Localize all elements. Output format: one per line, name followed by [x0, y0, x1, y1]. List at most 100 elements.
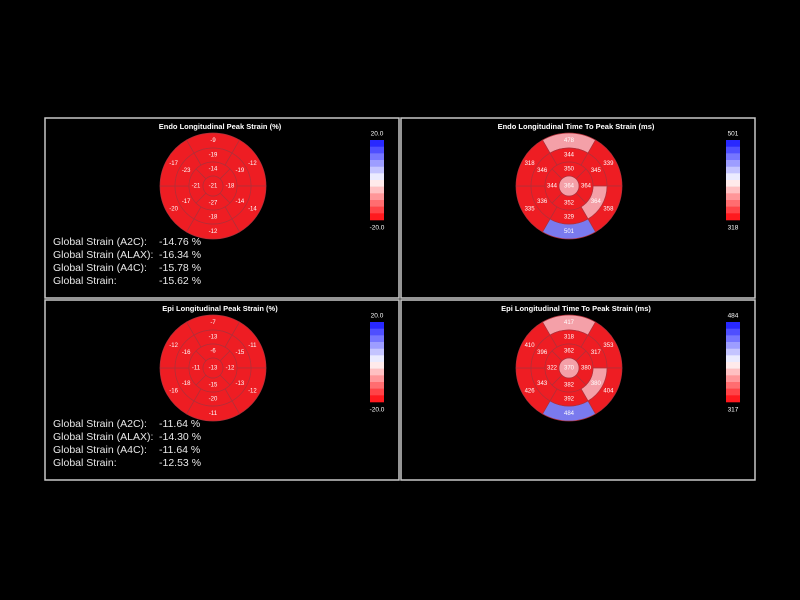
scale-block	[726, 173, 740, 181]
scale-block	[370, 200, 384, 207]
stat-label: Global Strain (A2C):	[53, 236, 147, 248]
segment-label: -13	[209, 335, 218, 341]
segment-label: 404	[603, 388, 614, 394]
segment-label: 410	[525, 343, 536, 349]
scale-block	[370, 382, 384, 389]
scale-block	[726, 146, 740, 154]
scale-block	[370, 160, 384, 167]
panel-title: Epi Longitudinal Peak Strain (%)	[162, 304, 278, 313]
stat-label: Global Strain:	[53, 457, 117, 469]
scale-block	[370, 193, 384, 201]
bullseye-apex	[558, 357, 580, 379]
stat-value: -15.78 %	[159, 262, 201, 274]
scale-block	[726, 153, 740, 161]
stat-label: Global Strain:	[53, 275, 117, 287]
scale-block	[726, 348, 740, 356]
segment-label: 501	[564, 229, 575, 235]
scale-block	[726, 335, 740, 343]
panel-title: Endo Longitudinal Time To Peak Strain (m…	[498, 122, 655, 131]
stat-value: -16.34 %	[159, 249, 201, 261]
bullseye-apex	[202, 175, 224, 197]
scale-block	[726, 388, 740, 396]
segment-label: 350	[564, 167, 575, 173]
segment-label: 417	[564, 320, 575, 326]
segment-label: 318	[564, 335, 575, 341]
segment-label: 345	[591, 168, 602, 174]
scale-block	[370, 146, 384, 154]
stat-value: -14.76 %	[159, 236, 201, 248]
segment-label: -7	[210, 320, 216, 326]
segment-label: 358	[603, 206, 614, 212]
segment-label: 484	[564, 411, 575, 417]
scale-block	[726, 160, 740, 167]
segment-label: -15	[209, 383, 218, 389]
segment-label: -18	[182, 381, 191, 387]
panel-title: Endo Longitudinal Peak Strain (%)	[159, 122, 282, 131]
segment-label: 364	[591, 199, 602, 205]
scale-block	[726, 375, 740, 383]
scale-block	[726, 206, 740, 214]
scale-block	[370, 180, 384, 187]
segment-label: 380	[581, 366, 592, 372]
segment-label: -20	[169, 206, 178, 212]
segment-label: 380	[591, 381, 602, 387]
scale-block	[726, 213, 740, 221]
segment-label: -14	[209, 167, 218, 173]
segment-label: -11	[209, 411, 218, 417]
scale-block	[370, 173, 384, 181]
scale-block	[726, 342, 740, 349]
panel: Epi Longitudinal Peak Strain (%) -7 -11 -12…	[44, 299, 400, 481]
scale-min: -20.0	[370, 225, 385, 232]
scale-block	[726, 362, 740, 369]
scale-max: 20.0	[371, 131, 384, 138]
scale-block	[370, 362, 384, 369]
segment-label: -12	[248, 388, 257, 394]
segment-label: 382	[564, 383, 575, 389]
segment-label: 335	[525, 206, 536, 212]
scale-min: 317	[728, 407, 739, 414]
scale-max: 501	[728, 131, 739, 138]
segment-label: 478	[564, 138, 575, 144]
scale-block	[370, 153, 384, 161]
segment-label: 339	[603, 161, 614, 167]
scale-block	[726, 200, 740, 207]
scale-min: 318	[728, 225, 739, 232]
scale-block	[726, 382, 740, 389]
scale-block	[370, 322, 384, 329]
stat-label: Global Strain (A4C):	[53, 262, 147, 274]
scale-block	[370, 342, 384, 349]
segment-label: -27	[209, 201, 218, 207]
scale-block	[726, 166, 740, 174]
scale-block	[370, 388, 384, 396]
segment-label: 370	[564, 366, 575, 372]
scale-block	[370, 355, 384, 363]
segment-label: -11	[192, 366, 201, 372]
scale-block	[370, 368, 384, 376]
segment-label: 362	[564, 349, 575, 355]
panel-title: Epi Longitudinal Time To Peak Strain (ms…	[501, 304, 651, 313]
segment-label: -11	[248, 343, 257, 349]
segment-label: -14	[248, 206, 257, 212]
scale-block	[370, 166, 384, 174]
segment-label: 426	[525, 388, 536, 394]
stat-value: -15.62 %	[159, 275, 201, 287]
scale-block	[726, 322, 740, 329]
segment-label: -18	[209, 215, 218, 221]
scale-block	[370, 328, 384, 336]
bullseye-apex	[558, 175, 580, 197]
segment-label: -19	[236, 168, 245, 174]
segment-label: -16	[182, 350, 191, 356]
segment-label: 322	[547, 366, 558, 372]
stat-label: Global Strain (ALAX):	[53, 431, 153, 443]
stat-label: Global Strain (A2C):	[53, 418, 147, 430]
scale-block	[726, 355, 740, 363]
segment-label: -20	[209, 397, 218, 403]
segment-label: 392	[564, 397, 575, 403]
segment-label: 346	[537, 168, 548, 174]
scale-block	[726, 180, 740, 187]
segment-label: -17	[182, 199, 191, 205]
panel: Endo Longitudinal Peak Strain (%)-9-12-1…	[44, 117, 400, 299]
segment-label: -6	[210, 349, 216, 355]
stat-value: -14.30 %	[159, 431, 201, 443]
scale-max: 20.0	[371, 313, 384, 320]
